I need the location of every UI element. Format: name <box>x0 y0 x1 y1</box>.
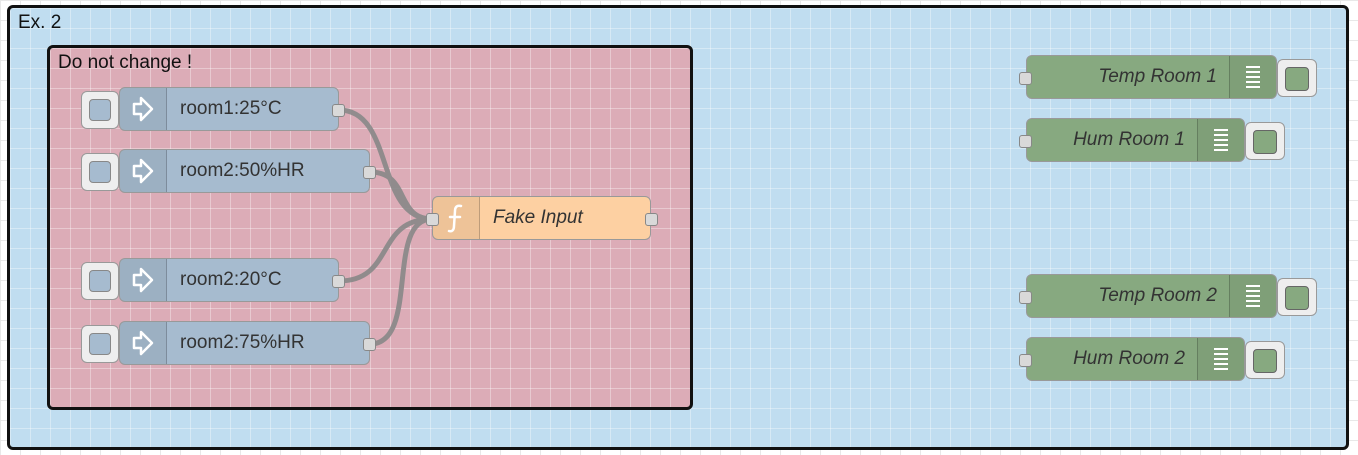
node-label: Fake Input <box>493 207 583 228</box>
node-label: room2:75%HR <box>180 332 305 353</box>
function-icon <box>433 197 480 239</box>
input-port[interactable] <box>1019 291 1032 304</box>
output-port[interactable] <box>363 338 376 351</box>
debug-node-hum-room-2[interactable]: Hum Room 2 <box>1026 337 1245 381</box>
inject-node-room1-25c[interactable]: room1:25°C <box>119 87 339 131</box>
output-port[interactable] <box>363 166 376 179</box>
inject-button-room2-20c[interactable] <box>81 262 119 300</box>
debug-toggle-temp-room-1[interactable] <box>1277 59 1317 97</box>
inject-button-room2-75hr[interactable] <box>81 325 119 363</box>
inject-arrow-icon <box>120 150 167 192</box>
debug-toggle-hum-room-1[interactable] <box>1245 122 1285 160</box>
output-port[interactable] <box>332 104 345 117</box>
input-port[interactable] <box>1019 72 1032 85</box>
debug-list-icon <box>1197 119 1244 161</box>
inject-arrow-icon <box>120 88 167 130</box>
wire <box>367 216 435 347</box>
inject-button-room1-25c[interactable] <box>81 91 119 129</box>
debug-node-hum-room-1[interactable]: Hum Room 1 <box>1026 118 1245 162</box>
node-label: Temp Room 2 <box>1098 285 1217 306</box>
input-port[interactable] <box>426 213 439 226</box>
debug-toggle-temp-room-2[interactable] <box>1277 278 1317 316</box>
debug-list-icon <box>1197 338 1244 380</box>
inject-arrow-icon <box>120 322 167 364</box>
inject-node-room2-50hr[interactable]: room2:50%HR <box>119 149 370 193</box>
inject-node-room2-20c[interactable]: room2:20°C <box>119 258 339 302</box>
inject-node-room2-75hr[interactable]: room2:75%HR <box>119 321 370 365</box>
debug-list-icon <box>1229 56 1276 98</box>
debug-node-temp-room-1[interactable]: Temp Room 1 <box>1026 55 1277 99</box>
function-node-fake-input[interactable]: Fake Input <box>432 196 651 240</box>
node-label: Temp Room 1 <box>1098 66 1217 87</box>
wire <box>336 216 435 284</box>
node-label: room2:20°C <box>180 269 282 290</box>
node-label: Hum Room 1 <box>1073 129 1185 150</box>
output-port[interactable] <box>332 275 345 288</box>
inject-arrow-icon <box>120 259 167 301</box>
wire <box>367 169 435 222</box>
group-label: Do not change ! <box>58 52 193 73</box>
input-port[interactable] <box>1019 135 1032 148</box>
input-port[interactable] <box>1019 354 1032 367</box>
output-port[interactable] <box>645 213 658 226</box>
inject-button-room2-50hr[interactable] <box>81 153 119 191</box>
group-label: Ex. 2 <box>18 12 62 33</box>
debug-list-icon <box>1229 275 1276 317</box>
node-label: Hum Room 2 <box>1073 348 1185 369</box>
debug-toggle-hum-room-2[interactable] <box>1245 341 1285 379</box>
debug-node-temp-room-2[interactable]: Temp Room 2 <box>1026 274 1277 318</box>
node-label: room2:50%HR <box>180 160 305 181</box>
node-label: room1:25°C <box>180 98 282 119</box>
